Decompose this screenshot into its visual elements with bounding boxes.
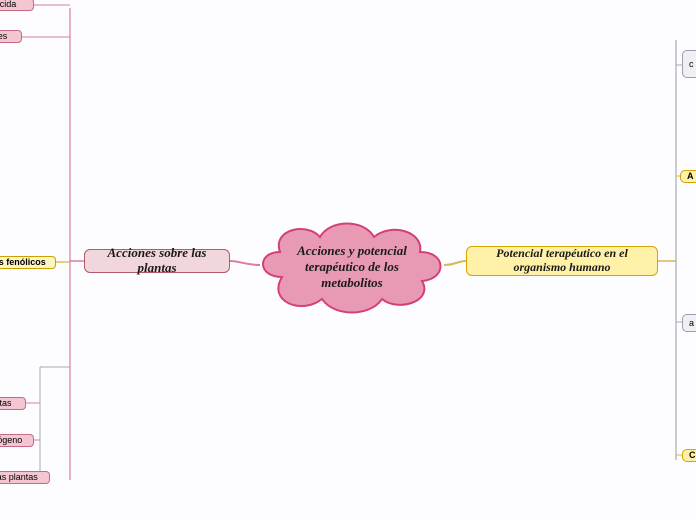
leaf-left-2-label: estos fenólicos (0, 257, 46, 267)
central-topic-label: Acciones y potencial terapéutico de los … (252, 217, 452, 317)
central-topic[interactable]: Acciones y potencial terapéutico de los … (252, 217, 452, 317)
leaf-right-3[interactable]: C (682, 449, 696, 462)
branch-left[interactable]: Acciones sobre las plantas (84, 249, 230, 273)
branch-left-label: Acciones sobre las plantas (93, 246, 221, 276)
leaf-left-3-label: ntas (0, 398, 12, 408)
mindmap-canvas: Acciones y potencial terapéutico de los … (0, 0, 696, 520)
leaf-left-3[interactable]: ntas (0, 397, 26, 410)
leaf-left-1[interactable]: res (0, 30, 22, 43)
leaf-left-4-label: trógeno (0, 435, 22, 445)
leaf-right-0[interactable]: c (682, 50, 696, 78)
branch-right[interactable]: Potencial terapéutico en el organismo hu… (466, 246, 658, 276)
leaf-right-2-label: a (689, 318, 694, 328)
leaf-right-3-label: C (689, 450, 696, 460)
leaf-left-5[interactable]: de las plantas (0, 471, 50, 484)
leaf-right-1-label: A (687, 171, 694, 181)
branch-right-label: Potencial terapéutico en el organismo hu… (475, 247, 649, 275)
leaf-left-1-label: res (0, 31, 7, 41)
leaf-left-0[interactable]: icida (0, 0, 34, 11)
leaf-right-2[interactable]: a (682, 314, 696, 332)
leaf-right-0-label: c (689, 59, 694, 69)
leaf-left-5-label: de las plantas (0, 472, 38, 482)
leaf-left-0-label: icida (0, 0, 16, 10)
leaf-left-4[interactable]: trógeno (0, 434, 34, 447)
leaf-right-1[interactable]: A (680, 170, 696, 183)
leaf-left-2[interactable]: estos fenólicos (0, 256, 56, 269)
